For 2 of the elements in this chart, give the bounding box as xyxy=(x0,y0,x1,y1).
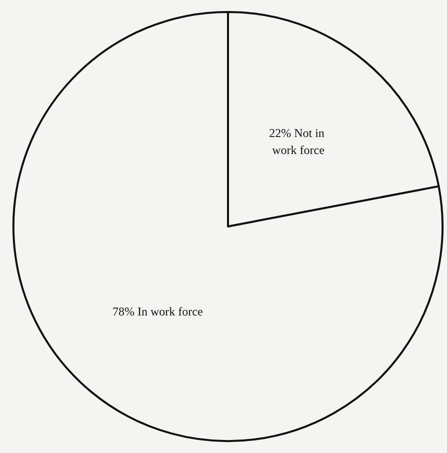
slice-label: 22% Not in work force xyxy=(269,126,328,158)
slice-label: 78% In work force xyxy=(112,304,203,318)
